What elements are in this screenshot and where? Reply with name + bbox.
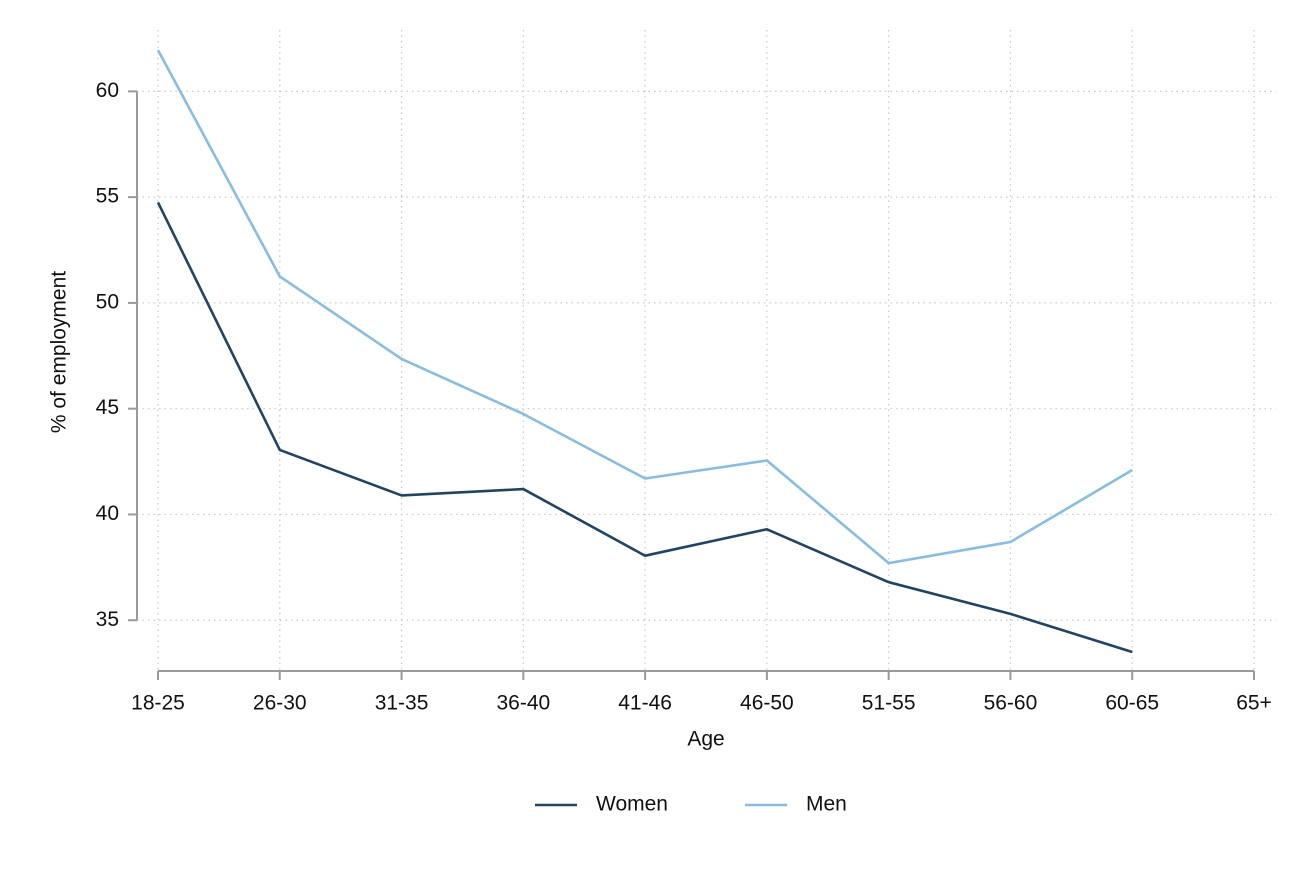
y-tick-label: 60 <box>96 79 119 102</box>
x-tick-label: 65+ <box>1236 692 1272 715</box>
y-tick-label: 40 <box>96 502 119 525</box>
y-axis-label: % of employment <box>48 271 71 433</box>
x-tick-label: 56-60 <box>984 692 1038 715</box>
x-tick-label: 36-40 <box>496 692 550 715</box>
y-tick-label: 50 <box>96 290 119 313</box>
series-line <box>156 49 1133 565</box>
y-tick-label: 55 <box>96 185 119 208</box>
x-tick-label: 18-25 <box>131 692 185 715</box>
x-tick-label: 41-46 <box>618 692 672 715</box>
y-tick-label: 45 <box>96 396 119 419</box>
x-tick-label: 46-50 <box>740 692 794 715</box>
legend-label: Women <box>596 793 668 816</box>
series-line <box>156 201 1133 654</box>
y-tick-label: 35 <box>96 608 119 631</box>
x-tick-label: 51-55 <box>862 692 916 715</box>
x-tick-label: 60-65 <box>1105 692 1159 715</box>
x-axis-label: Age <box>687 728 724 751</box>
x-tick-label: 26-30 <box>253 692 307 715</box>
x-tick-label: 31-35 <box>375 692 429 715</box>
legend-label: Men <box>806 793 847 816</box>
